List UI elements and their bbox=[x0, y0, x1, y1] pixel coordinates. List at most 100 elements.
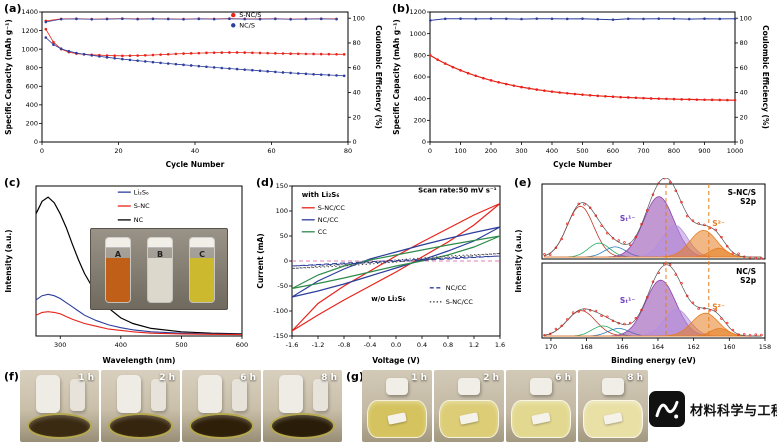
svg-text:50: 50 bbox=[280, 232, 288, 240]
photo-f-3-time: 6 h bbox=[240, 373, 256, 383]
svg-text:Cycle Number: Cycle Number bbox=[166, 160, 225, 169]
svg-text:S2p: S2p bbox=[740, 197, 757, 206]
svg-text:164: 164 bbox=[652, 343, 664, 351]
electrode-stand bbox=[151, 379, 166, 411]
svg-text:Cycle Number: Cycle Number bbox=[553, 160, 612, 169]
vial-a-label: A bbox=[114, 250, 122, 259]
svg-text:S²⁻: S²⁻ bbox=[712, 302, 725, 311]
svg-text:400: 400 bbox=[115, 341, 127, 349]
svg-text:300: 300 bbox=[54, 341, 66, 349]
svg-text:1.2: 1.2 bbox=[469, 341, 479, 349]
svg-text:1000: 1000 bbox=[727, 147, 744, 155]
vials-inset-photo: A B C bbox=[90, 228, 228, 310]
svg-text:Scan rate:50 mV s⁻¹: Scan rate:50 mV s⁻¹ bbox=[418, 187, 497, 195]
svg-text:Specific Capacity (mAh g⁻¹): Specific Capacity (mAh g⁻¹) bbox=[4, 19, 13, 135]
svg-text:20: 20 bbox=[740, 113, 748, 121]
svg-text:170: 170 bbox=[545, 343, 557, 351]
svg-text:Wavelength (nm): Wavelength (nm) bbox=[103, 356, 176, 365]
svg-text:Sₜ¹⁻: Sₜ¹⁻ bbox=[620, 296, 636, 305]
svg-text:160: 160 bbox=[723, 343, 735, 351]
watermark: 材料科学与工程 bbox=[649, 380, 777, 438]
white-cap bbox=[602, 378, 624, 395]
beaker-liquid bbox=[367, 400, 427, 438]
svg-text:400: 400 bbox=[414, 95, 426, 103]
svg-text:162: 162 bbox=[687, 343, 699, 351]
long-cycling-chart-b: 0 100 200 300 400 500 600 700 800 900 100002004006… bbox=[392, 8, 770, 169]
svg-text:900: 900 bbox=[698, 147, 710, 155]
svg-text:S-NC/CC: S-NC/CC bbox=[446, 298, 474, 306]
svg-text:-1.6: -1.6 bbox=[286, 341, 299, 349]
white-cap bbox=[530, 378, 552, 395]
beaker-liquid bbox=[439, 400, 499, 438]
electrode-chip bbox=[531, 412, 551, 425]
svg-text:100: 100 bbox=[276, 207, 288, 215]
svg-text:60: 60 bbox=[353, 64, 361, 72]
photo-g-3: 6 h bbox=[506, 370, 576, 442]
svg-text:600: 600 bbox=[236, 341, 248, 349]
panel-e: (e) S-NC/S S2p Sₜ¹⁻ S²⁻ NC/S S2p Sₜ¹⁻ S²⁻ 170 168… bbox=[512, 176, 775, 368]
vial-b-label: B bbox=[156, 250, 164, 259]
panel-b-label: (b) bbox=[392, 2, 410, 15]
dish-liquid bbox=[189, 413, 254, 439]
svg-text:1200: 1200 bbox=[409, 8, 426, 16]
svg-text:CC: CC bbox=[318, 228, 328, 236]
electrode-stand bbox=[36, 375, 60, 413]
brush-stroke-icon bbox=[655, 400, 679, 419]
electrode-stand bbox=[70, 379, 85, 411]
vial-b: B bbox=[147, 237, 173, 303]
dish-liquid bbox=[270, 413, 335, 439]
vial-c: C bbox=[189, 237, 215, 303]
svg-text:0.4: 0.4 bbox=[417, 341, 427, 349]
photo-g-2-time: 2 h bbox=[483, 373, 499, 383]
svg-text:NC/S: NC/S bbox=[239, 21, 255, 29]
svg-text:0: 0 bbox=[740, 138, 744, 146]
vial-a-liquid bbox=[106, 258, 130, 302]
svg-text:0: 0 bbox=[428, 147, 432, 155]
panel-d-label: (d) bbox=[256, 176, 274, 189]
panel-g-label: (g) bbox=[346, 370, 364, 383]
svg-text:400: 400 bbox=[546, 147, 558, 155]
svg-text:-1.2: -1.2 bbox=[312, 341, 325, 349]
svg-text:100: 100 bbox=[353, 14, 365, 22]
svg-text:0.0: 0.0 bbox=[391, 341, 401, 349]
electrode-stand bbox=[313, 379, 328, 411]
svg-text:1000: 1000 bbox=[409, 30, 426, 38]
svg-text:1400: 1400 bbox=[21, 8, 38, 16]
svg-text:1200: 1200 bbox=[21, 27, 38, 35]
vial-c-liquid bbox=[190, 258, 214, 302]
svg-text:NC/CC: NC/CC bbox=[318, 216, 339, 224]
beaker-liquid bbox=[511, 400, 571, 438]
svg-text:600: 600 bbox=[414, 73, 426, 81]
panel-e-label: (e) bbox=[514, 176, 532, 189]
svg-text:20: 20 bbox=[353, 113, 361, 121]
svg-text:w/o Li₂S₆: w/o Li₂S₆ bbox=[371, 295, 405, 303]
electrode-chip bbox=[603, 412, 623, 425]
svg-text:0.8: 0.8 bbox=[443, 341, 453, 349]
svg-text:Li₂S₆: Li₂S₆ bbox=[134, 188, 149, 196]
svg-text:S-NC: S-NC bbox=[134, 202, 150, 210]
cycling-chart-a: 0 20 40 60 800200400600800100012001400020406… bbox=[4, 8, 383, 169]
beaker-liquid bbox=[583, 400, 643, 438]
photo-f-2-time: 2 h bbox=[159, 373, 175, 383]
watermark-text: 材料科学与工程 bbox=[690, 402, 777, 418]
svg-text:Binding energy (eV): Binding energy (eV) bbox=[611, 356, 696, 365]
electrode-stand bbox=[279, 375, 303, 413]
svg-text:S-NC/CC: S-NC/CC bbox=[318, 204, 346, 212]
svg-text:80: 80 bbox=[740, 39, 748, 47]
svg-text:NC/CC: NC/CC bbox=[446, 284, 467, 292]
svg-text:166: 166 bbox=[616, 343, 628, 351]
svg-text:800: 800 bbox=[414, 52, 426, 60]
panel-c: (c) 300 400 500 600 Wavelength (nm) Intensity… bbox=[2, 176, 252, 368]
white-cap bbox=[458, 378, 480, 395]
svg-text:Intensity (a.u.): Intensity (a.u.) bbox=[514, 229, 523, 292]
svg-text:500: 500 bbox=[576, 147, 588, 155]
svg-text:80: 80 bbox=[353, 39, 361, 47]
svg-text:600: 600 bbox=[607, 147, 619, 155]
dish-liquid bbox=[27, 413, 92, 439]
photo-g-4-time: 8 h bbox=[627, 373, 643, 383]
dish-liquid bbox=[108, 413, 173, 439]
white-cap bbox=[386, 378, 408, 395]
panel-b: (b) 0 100 200 300 400 500 600 700 800 900 1000 0 200… bbox=[390, 2, 775, 174]
svg-text:100: 100 bbox=[740, 14, 752, 22]
photo-f-4-time: 8 h bbox=[321, 373, 337, 383]
